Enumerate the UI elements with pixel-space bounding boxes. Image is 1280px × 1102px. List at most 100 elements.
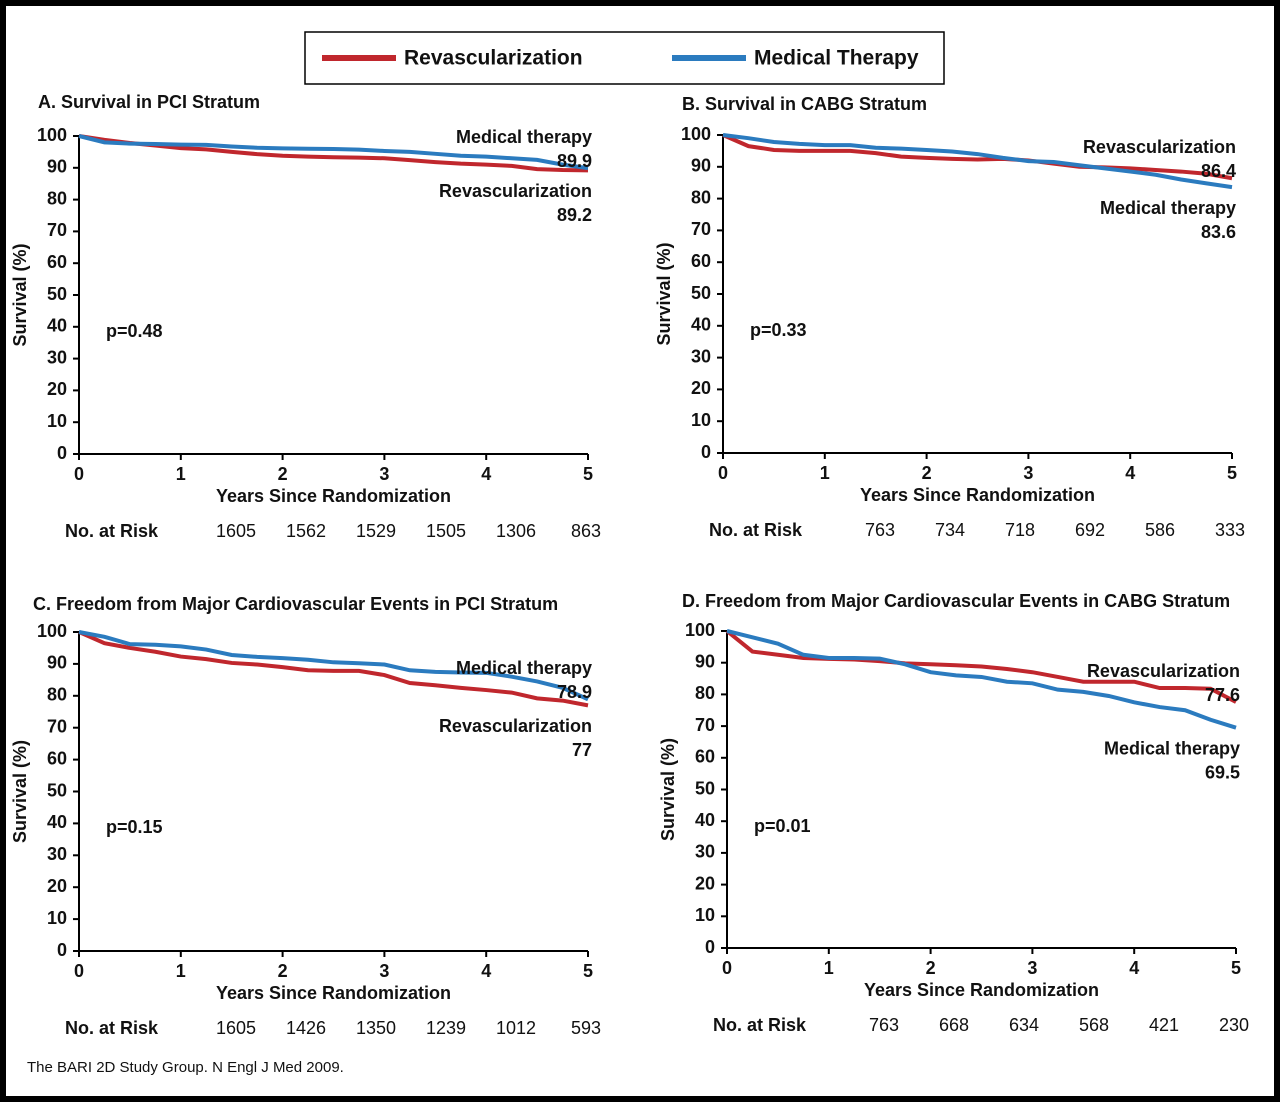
at-risk-value: 586 (1145, 520, 1175, 540)
annotation: p=0.15 (106, 817, 163, 837)
y-tick-label: 50 (47, 780, 67, 800)
y-tick-label: 0 (57, 443, 67, 463)
end-value-label: 86.4 (1201, 161, 1236, 181)
x-tick-label: 4 (1125, 463, 1135, 483)
x-tick-label: 0 (718, 463, 728, 483)
y-tick-label: 50 (47, 284, 67, 304)
x-tick-label: 3 (379, 961, 389, 981)
series-label: Medical therapy (456, 658, 592, 678)
y-tick-label: 80 (695, 683, 715, 703)
at-risk-value: 1012 (496, 1018, 536, 1038)
at-risk-value: 593 (571, 1018, 601, 1038)
x-tick-label: 1 (820, 463, 830, 483)
y-axis-title: Survival (%) (10, 243, 30, 346)
y-tick-label: 30 (691, 346, 711, 366)
y-tick-label: 50 (695, 778, 715, 798)
x-tick-label: 0 (74, 961, 84, 981)
y-tick-label: 100 (685, 620, 715, 640)
end-value-label: 89.9 (557, 151, 592, 171)
at-risk-value: 1605 (216, 1018, 256, 1038)
at-risk-label: No. at Risk (709, 520, 803, 540)
y-tick-label: 60 (47, 252, 67, 272)
end-value-label: 69.5 (1205, 762, 1240, 782)
legend-label: Medical Therapy (754, 47, 919, 70)
canvas (6, 6, 1274, 1096)
x-tick-label: 5 (1231, 958, 1241, 978)
y-tick-label: 10 (47, 908, 67, 928)
survival-curve (78, 630, 589, 708)
y-tick-label: 10 (695, 905, 715, 925)
y-tick-label: 30 (47, 844, 67, 864)
x-axis-title: Years Since Randomization (860, 485, 1095, 505)
x-tick-label: 1 (824, 958, 834, 978)
y-tick-label: 30 (47, 347, 67, 367)
end-value-label: 77.6 (1205, 685, 1240, 705)
at-risk-value: 421 (1149, 1015, 1179, 1035)
x-tick-label: 2 (278, 961, 288, 981)
y-tick-label: 100 (37, 621, 67, 641)
y-tick-label: 70 (47, 716, 67, 736)
y-tick-label: 40 (47, 812, 67, 832)
y-tick-label: 20 (691, 378, 711, 398)
at-risk-value: 692 (1075, 520, 1105, 540)
at-risk-value: 1529 (356, 521, 396, 541)
end-value-label: 89.2 (557, 205, 592, 225)
y-tick-label: 60 (695, 747, 715, 767)
legend-label: Revascularization (404, 47, 583, 70)
annotation: p=0.01 (754, 816, 811, 836)
x-tick-label: 0 (74, 464, 84, 484)
series-label: Revascularization (1087, 661, 1240, 681)
x-tick-label: 2 (278, 464, 288, 484)
y-tick-label: 80 (691, 187, 711, 207)
y-tick-label: 40 (695, 810, 715, 830)
x-axis-title: Years Since Randomization (216, 486, 451, 506)
footer: The BARI 2D Study Group. N Engl J Med 20… (27, 1059, 344, 1076)
at-risk-value: 668 (939, 1015, 969, 1035)
y-tick-label: 60 (47, 748, 67, 768)
at-risk-value: 568 (1079, 1015, 1109, 1035)
x-tick-label: 3 (1027, 958, 1037, 978)
x-tick-label: 2 (922, 463, 932, 483)
y-tick-label: 70 (47, 220, 67, 240)
survival-curve (78, 630, 589, 702)
x-tick-label: 1 (176, 961, 186, 981)
annotation: p=0.33 (750, 320, 807, 340)
at-risk-value: 718 (1005, 520, 1035, 540)
end-value-label: 77 (572, 740, 592, 760)
y-tick-label: 90 (691, 156, 711, 176)
y-axis-title: Survival (%) (658, 738, 678, 841)
y-tick-label: 100 (681, 124, 711, 144)
x-tick-label: 4 (1129, 958, 1139, 978)
x-tick-label: 4 (481, 464, 491, 484)
survival-curve (726, 629, 1237, 730)
y-tick-label: 0 (705, 937, 715, 957)
y-tick-label: 90 (695, 651, 715, 671)
series-label: Revascularization (439, 181, 592, 201)
end-value-label: 83.6 (1201, 222, 1236, 242)
at-risk-value: 734 (935, 520, 965, 540)
y-tick-label: 20 (47, 876, 67, 896)
series-label: Medical therapy (1104, 738, 1240, 758)
at-risk-label: No. at Risk (65, 521, 159, 541)
legend-box (304, 31, 945, 85)
y-tick-label: 80 (47, 685, 67, 705)
y-tick-label: 20 (47, 379, 67, 399)
at-risk-value: 763 (869, 1015, 899, 1035)
at-risk-value: 1426 (286, 1018, 326, 1038)
at-risk-label: No. at Risk (713, 1015, 807, 1035)
x-axis-title: Years Since Randomization (864, 980, 1099, 1000)
x-axis-title: Years Since Randomization (216, 983, 451, 1003)
x-tick-label: 0 (722, 958, 732, 978)
y-tick-label: 0 (57, 940, 67, 960)
at-risk-value: 1605 (216, 521, 256, 541)
at-risk-value: 763 (865, 520, 895, 540)
x-tick-label: 5 (583, 464, 593, 484)
at-risk-value: 1306 (496, 521, 536, 541)
x-tick-label: 4 (481, 961, 491, 981)
end-value-label: 78.9 (557, 682, 592, 702)
series-label: Revascularization (439, 716, 592, 736)
y-tick-label: 60 (691, 251, 711, 271)
at-risk-value: 1239 (426, 1018, 466, 1038)
